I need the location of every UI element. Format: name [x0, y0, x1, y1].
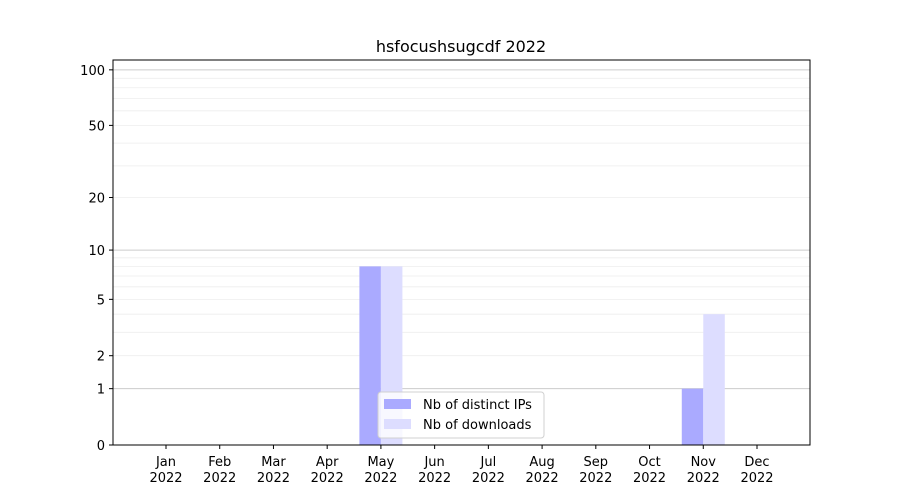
x-tick-label: Feb 2022: [203, 455, 236, 486]
x-axis: Jan 2022 Feb 2022 Mar 2022 Apr 2022 May 2022 Jun 20…: [149, 445, 774, 486]
legend: Nb of distinct IPs Nb of downloads: [377, 391, 545, 439]
x-tick-label: Dec 2022: [740, 455, 773, 486]
y-tick-label: 100: [80, 64, 105, 79]
legend-box: [377, 391, 545, 439]
legend-swatch: [384, 419, 411, 429]
legend-label: Nb of downloads: [423, 418, 532, 433]
bar-downloads: [703, 314, 725, 445]
x-tick-label: Mar 2022: [257, 455, 290, 486]
legend-swatch: [384, 399, 411, 409]
chart-title: hsfocushsugcdf 2022: [376, 37, 546, 56]
x-tick-label: Oct 2022: [633, 455, 666, 486]
y-tick-label: 0: [97, 439, 105, 454]
x-tick-label: Aug 2022: [526, 455, 559, 486]
y-tick-label: 1: [97, 383, 105, 398]
y-tick-label: 2: [97, 350, 105, 365]
x-tick-label: May 2022: [364, 455, 397, 486]
x-tick-label: Jan 2022: [149, 455, 182, 486]
bar-distinct-ips: [681, 388, 704, 445]
x-tick-label: Apr 2022: [311, 455, 344, 486]
grid: [113, 69, 810, 390]
y-tick-label: 10: [88, 244, 105, 259]
bar-distinct-ips: [359, 266, 381, 445]
axes-frame: [112, 59, 811, 446]
y-tick-label: 5: [97, 293, 105, 308]
legend-label: Nb of distinct IPs: [423, 398, 532, 413]
y-tick-label: 20: [88, 192, 105, 207]
x-tick-label: Sep 2022: [579, 455, 612, 486]
y-axis: 0 1 2 5 10 20 50 100: [80, 64, 113, 454]
y-tick-label: 50: [88, 119, 105, 134]
x-tick-label: Nov 2022: [687, 455, 720, 486]
x-tick-label: Jun 2022: [418, 455, 451, 486]
x-tick-label: Jul 2022: [472, 455, 505, 486]
